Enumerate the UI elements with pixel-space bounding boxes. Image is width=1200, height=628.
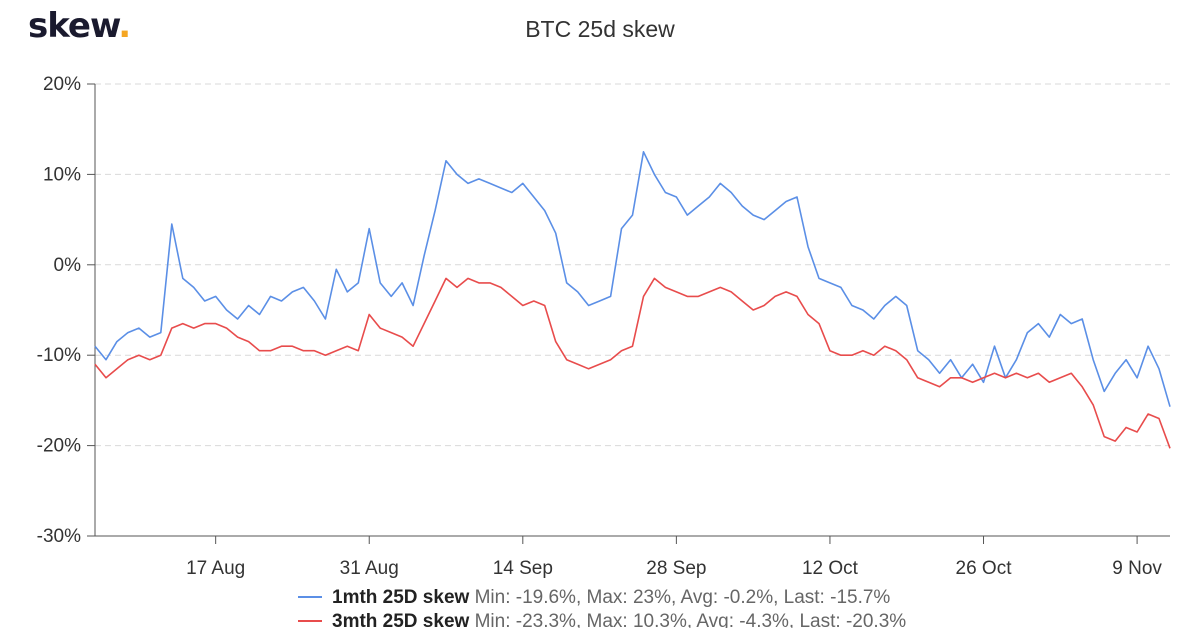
y-tick-label: -30% bbox=[37, 526, 81, 547]
series-line-1 bbox=[94, 151, 1171, 407]
x-tick-label: 31 Aug bbox=[340, 558, 399, 579]
y-tick-label: -20% bbox=[37, 436, 81, 457]
x-tick-label: 9 Nov bbox=[1112, 558, 1162, 579]
x-tick-label: 14 Sep bbox=[493, 558, 553, 579]
legend-entry[interactable]: 3mth 25D skew Min: -23.3%, Max: 10.3%, A… bbox=[332, 611, 906, 628]
x-tick-label: 12 Oct bbox=[802, 558, 859, 579]
y-tick-labels: 20% 10% 0% -10% -20% -30% bbox=[37, 74, 81, 547]
legend-series-name: 1mth 25D skew bbox=[332, 587, 470, 608]
series-line-2 bbox=[94, 277, 1171, 449]
grid-lines bbox=[95, 83, 1170, 447]
brand-logo: skew. bbox=[28, 6, 131, 46]
x-tick-label: 17 Aug bbox=[186, 558, 245, 579]
y-tick-label: 10% bbox=[43, 164, 81, 185]
series-lines bbox=[94, 151, 1171, 449]
legend-series-name: 3mth 25D skew bbox=[332, 611, 470, 628]
legend-series-stats: Min: -23.3%, Max: 10.3%, Avg: -4.3%, Las… bbox=[469, 611, 906, 628]
legend-series-stats: Min: -19.6%, Max: 23%, Avg: -0.2%, Last:… bbox=[469, 587, 890, 608]
legend: 1mth 25D skew Min: -19.6%, Max: 23%, Avg… bbox=[298, 587, 906, 628]
y-tick-label: -10% bbox=[37, 345, 81, 366]
x-tick-labels: 17 Aug 31 Aug 14 Sep 28 Sep 12 Oct 26 Oct 9 No… bbox=[186, 558, 1162, 579]
chart-title: BTC 25d skew bbox=[525, 16, 675, 42]
axes bbox=[87, 83, 1170, 544]
legend-entry[interactable]: 1mth 25D skew Min: -19.6%, Max: 23%, Avg… bbox=[332, 587, 890, 608]
y-tick-label: 0% bbox=[54, 255, 82, 276]
y-tick-label: 20% bbox=[43, 74, 81, 95]
x-tick-label: 28 Sep bbox=[646, 558, 706, 579]
x-tick-label: 26 Oct bbox=[956, 558, 1013, 579]
